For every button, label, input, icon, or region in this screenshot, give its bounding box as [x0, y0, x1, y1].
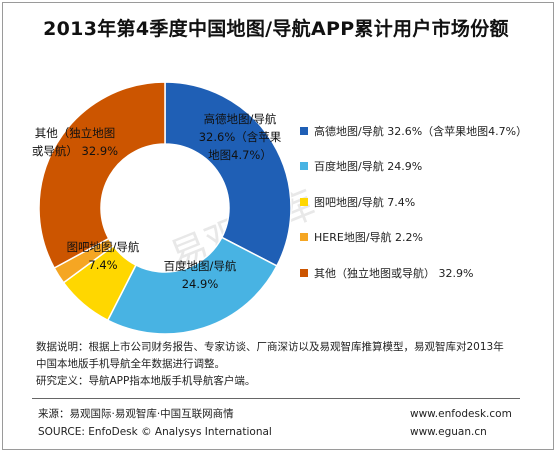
legend-label: 百度地图/导航 24.9%: [314, 160, 423, 174]
slice-data-label: 高德地图/导航 32.6%（含苹果地图4.7%）: [199, 112, 282, 162]
legend-item: 高德地图/导航 32.6%（含苹果地图4.7%）: [300, 113, 552, 149]
legend-swatch: [300, 233, 308, 242]
chart-legend: 高德地图/导航 32.6%（含苹果地图4.7%） 百度地图/导航 24.9% 图吧地…: [300, 113, 552, 291]
chart-title: 2013年第4季度中国地图/导航APP累计用户市场份额: [43, 18, 509, 40]
slice-data-label: 图吧地图/导航 7.4%: [67, 240, 140, 272]
source-en: SOURCE: EnfoDesk © Analysys Internationa…: [38, 426, 272, 438]
notes-line-3: 研究定义：导航APP指本地版手机导航客户端。: [36, 375, 256, 387]
slice-data-label-line: 24.9%: [182, 277, 219, 291]
footer-divider: [32, 398, 520, 399]
legend-swatch: [300, 162, 308, 171]
legend-swatch: [300, 268, 308, 277]
legend-item: 图吧地图/导航 7.4%: [300, 184, 552, 220]
donut-slice: [164, 81, 292, 267]
notes-line-1: 数据说明：根据上市公司财务报告、专家访谈、厂商深访以及易观智库推算模型，易观智库…: [36, 341, 504, 353]
slice-data-label-line: 其他（独立地图: [35, 126, 116, 140]
legend-item: 百度地图/导航 24.9%: [300, 149, 552, 185]
notes-line-2: 中国本地版手机导航全年数据进行调整。: [36, 358, 225, 370]
legend-item: 其他（独立地图或导航） 32.9%: [300, 255, 552, 291]
data-notes: 数据说明：根据上市公司财务报告、专家访谈、厂商深访以及易观智库推算模型，易观智库…: [36, 339, 536, 390]
legend-label: 其他（独立地图或导航） 32.9%: [314, 266, 474, 280]
legend-item: HERE地图/导航 2.2%: [300, 220, 552, 256]
donut-slice: [38, 81, 166, 270]
legend-label: HERE地图/导航 2.2%: [314, 231, 423, 245]
legend-label: 图吧地图/导航 7.4%: [314, 195, 416, 209]
legend-swatch: [300, 197, 308, 206]
source-cn: 来源：易观国际·易观智库·中国互联网商情: [38, 408, 234, 420]
legend-label: 高德地图/导航 32.6%（含苹果地图4.7%）: [314, 124, 528, 138]
slice-data-label-line: 高德地图/导航: [204, 112, 277, 126]
footer-source: 来源：易观国际·易观智库·中国互联网商情 SOURCE: EnfoDesk © …: [38, 405, 272, 441]
slice-data-label-line: 图吧地图/导航: [67, 240, 140, 254]
slice-data-label-line: 百度地图/导航: [164, 259, 237, 273]
url-eguan: www.eguan.cn: [410, 426, 487, 438]
legend-swatch: [300, 126, 308, 135]
footer-urls: www.enfodesk.com www.eguan.cn: [410, 405, 512, 441]
slice-data-label-line: 7.4%: [88, 258, 117, 272]
slice-data-label: 百度地图/导航 24.9%: [164, 259, 237, 291]
slice-data-label-line: 或导航） 32.9%: [32, 144, 118, 158]
slice-data-label-line: 32.6%（含苹果: [199, 130, 282, 144]
url-enfodesk: www.enfodesk.com: [410, 408, 512, 420]
slice-data-label: 其他（独立地图或导航） 32.9%: [32, 126, 118, 158]
slice-data-label-line: 地图4.7%）: [208, 148, 272, 162]
donut-slice: [106, 236, 278, 335]
